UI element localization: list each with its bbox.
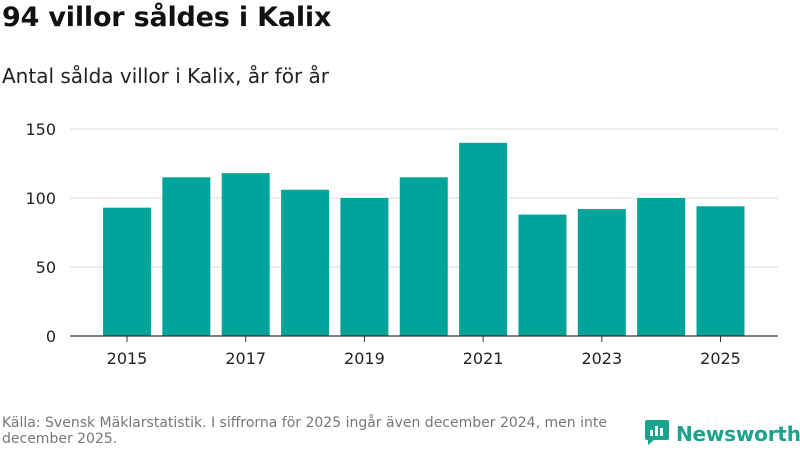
newsworthy-logo[interactable]: Newsworthy [644,418,800,450]
y-tick-label: 100 [25,189,56,208]
y-tick-label: 50 [36,258,56,277]
y-tick-label: 150 [25,120,56,139]
newsworthy-logo-text: Newsworthy [676,422,800,446]
bar-2018 [281,189,330,336]
bar-2025 [696,206,745,336]
bar-2016 [162,177,211,336]
bar-2020 [399,177,448,336]
bar-2022 [518,214,567,336]
x-tick-label: 2025 [700,349,741,368]
x-tick-label: 2015 [107,349,148,368]
y-tick-label: 0 [46,327,56,346]
bar-2024 [637,198,686,336]
source-note: Källa: Svensk Mäklarstatistik. I siffror… [2,415,607,447]
x-tick-label: 2017 [225,349,266,368]
bar-2019 [340,198,389,336]
bar-2017 [221,173,270,336]
x-tick-label: 2021 [463,349,504,368]
x-tick-label: 2019 [344,349,385,368]
newsworthy-logo-icon [644,418,670,450]
bar-2021 [459,142,508,336]
bar-2015 [103,207,151,336]
bar-2023 [577,209,626,336]
x-tick-label: 2023 [581,349,622,368]
chart-subtitle: Antal sålda villor i Kalix, år för år [2,64,330,88]
chart-title: 94 villor såldes i Kalix [2,2,332,33]
bar-chart: 0 50 100 150 2015 2017 2019 2021 2023 2025 [25,120,778,368]
